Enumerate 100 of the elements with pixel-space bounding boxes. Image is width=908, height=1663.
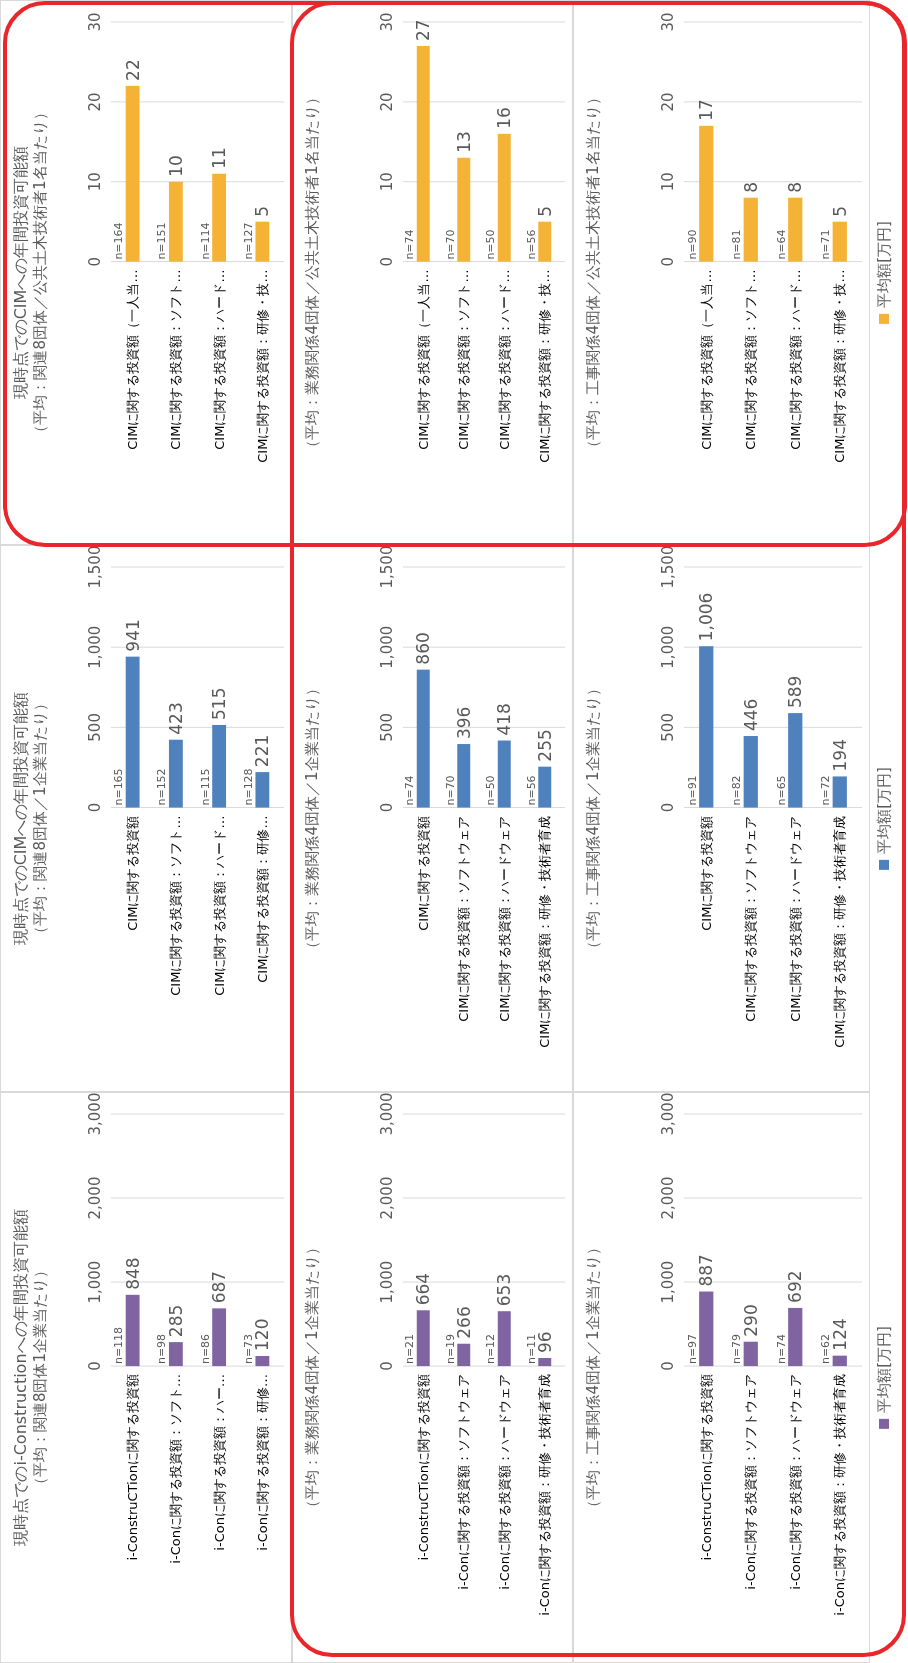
text: 1,006 — [696, 592, 717, 642]
annotation: n=152 — [155, 768, 169, 806]
x-tick-label: CIMに関する投資額：ハード… — [211, 269, 227, 450]
text: 現時点でのCIMへの年間投資可能額 — [10, 691, 30, 946]
y-tick-label: 20 — [659, 92, 677, 112]
y-tick-label: 30 — [659, 12, 677, 32]
bar — [255, 1356, 270, 1367]
bar — [125, 85, 140, 262]
x-tick-label: CIMに関する投資額：ハード… — [787, 269, 803, 450]
x-tick-label: i-ConstruCTionに関する投資額 — [415, 1374, 431, 1561]
annotation: n=97 — [685, 1333, 699, 1365]
data-label: 687 — [209, 1270, 230, 1304]
y-tick-label: 0 — [86, 802, 104, 813]
data-label: 11 — [209, 147, 230, 169]
data-label: 221 — [252, 734, 273, 768]
x-tick-label: CIMに関する投資額（一人当… — [698, 269, 714, 450]
x-tick-label: CIMに関する投資額：ハード… — [496, 269, 512, 450]
data-label: 418 — [494, 703, 515, 736]
y-tick-label: 500 — [86, 713, 104, 742]
y-tick-label: 0 — [86, 1361, 104, 1371]
annotation: n=73 — [241, 1333, 255, 1365]
data-label: 653 — [494, 1273, 515, 1307]
x-tick-label: i-Conに関する投資額：ソフト… — [168, 1374, 184, 1564]
y-tick-label: 30 — [378, 12, 396, 32]
annotation: n=50 — [484, 229, 498, 260]
x-tick-label: CIMに関する投資額 — [415, 815, 431, 931]
x-tick-label: CIMに関する投資額：ハードウェア — [787, 815, 803, 1022]
bar — [457, 1343, 471, 1367]
y-tick-label: 1,000 — [378, 625, 396, 669]
data-label: 8 — [785, 181, 806, 193]
annotation: n=64 — [774, 229, 788, 260]
bar — [832, 776, 847, 808]
bar — [457, 744, 471, 808]
y-tick-label: 1,500 — [659, 545, 677, 589]
bar — [255, 772, 270, 808]
annotation: n=86 — [198, 1333, 212, 1365]
x-tick-label: CIMに関する投資額：研修… — [254, 815, 270, 983]
text: 446 — [740, 698, 761, 732]
text: （平均：関連8団体／公共土木技術者1名当たり） — [31, 105, 49, 440]
bar — [699, 1291, 714, 1367]
annotation: n=70 — [443, 775, 457, 806]
text: （平均：関連8団体／1企業当たり） — [31, 696, 49, 941]
y-tick-label: 1,500 — [378, 545, 396, 589]
y-tick-label: 2,000 — [659, 1176, 677, 1220]
annotation: n=70 — [443, 229, 457, 260]
y-tick-label: 1,000 — [86, 1260, 104, 1304]
x-tick-label: CIMに関する投資額：研修・技… — [832, 269, 848, 463]
text: （平均：関連8団体1企業当たり） — [31, 1262, 49, 1493]
bar — [168, 1342, 183, 1367]
x-tick-label: i-ConstruCTionに関する投資額 — [698, 1374, 714, 1561]
data-label: 120 — [252, 1318, 273, 1351]
bar — [743, 1341, 758, 1367]
data-label: 860 — [413, 632, 434, 665]
y-tick-label: 2,000 — [86, 1176, 104, 1220]
legend: 平均額[万円] — [875, 767, 893, 870]
annotation: n=74 — [403, 775, 417, 806]
text: 589 — [785, 675, 806, 709]
annotation: n=56 — [524, 229, 538, 260]
annotation: n=12 — [484, 1333, 498, 1365]
data-label: 5 — [829, 205, 850, 217]
x-tick-label: CIMに関する投資額：ハードウェア — [496, 815, 512, 1022]
x-tick-label: CIMに関する投資額：ソフトウェア — [456, 815, 472, 1022]
annotation: n=56 — [524, 775, 538, 806]
data-label: 887 — [696, 1254, 717, 1287]
annotation: n=21 — [403, 1333, 417, 1365]
bar — [416, 45, 430, 262]
annotation: n=128 — [241, 768, 255, 806]
data-label: 255 — [534, 729, 555, 762]
annotation: n=91 — [685, 775, 699, 806]
text: （平均：業務関係4団体／公共土木技術者1名当たり） — [303, 90, 321, 455]
x-tick-label: CIMに関する投資額（一人当… — [415, 269, 431, 450]
annotation: n=151 — [155, 222, 169, 260]
annotation: n=50 — [484, 775, 498, 806]
bar — [832, 221, 847, 262]
y-tick-label: 10 — [378, 172, 396, 192]
x-tick-label: i-Conに関する投資額：研修・技術者育成 — [832, 1374, 848, 1616]
bar — [125, 656, 140, 808]
y-tick-label: 2,000 — [378, 1176, 396, 1220]
bar — [416, 1310, 430, 1367]
annotation: n=65 — [774, 775, 788, 806]
data-label: 13 — [453, 131, 474, 153]
y-tick-label: 1,000 — [86, 625, 104, 669]
x-tick-label: i-Conに関する投資額：ハードウェア — [496, 1374, 512, 1590]
bar — [497, 1311, 511, 1367]
y-tick-label: 0 — [86, 256, 104, 267]
bar — [788, 1307, 803, 1367]
annotation: n=72 — [819, 775, 833, 806]
bar — [832, 1355, 847, 1367]
text: 現時点でのCIMへの年間投資可能額 — [10, 145, 30, 400]
bar — [457, 157, 471, 262]
data-label: 515 — [209, 687, 230, 720]
bar — [416, 669, 430, 808]
bar — [788, 713, 803, 808]
x-tick-label: CIMに関する投資額：研修・技術者育成 — [832, 815, 848, 1048]
x-tick-label: CIMに関する投資額：ハード… — [211, 815, 227, 996]
x-tick-label: CIMに関する投資額：ソフト… — [456, 269, 472, 450]
x-tick-label: CIMに関する投資額：ソフト… — [743, 269, 759, 450]
y-tick-label: 3,000 — [378, 1092, 396, 1136]
y-tick-label: 0 — [659, 1361, 677, 1371]
data-label: 692 — [785, 1270, 806, 1303]
